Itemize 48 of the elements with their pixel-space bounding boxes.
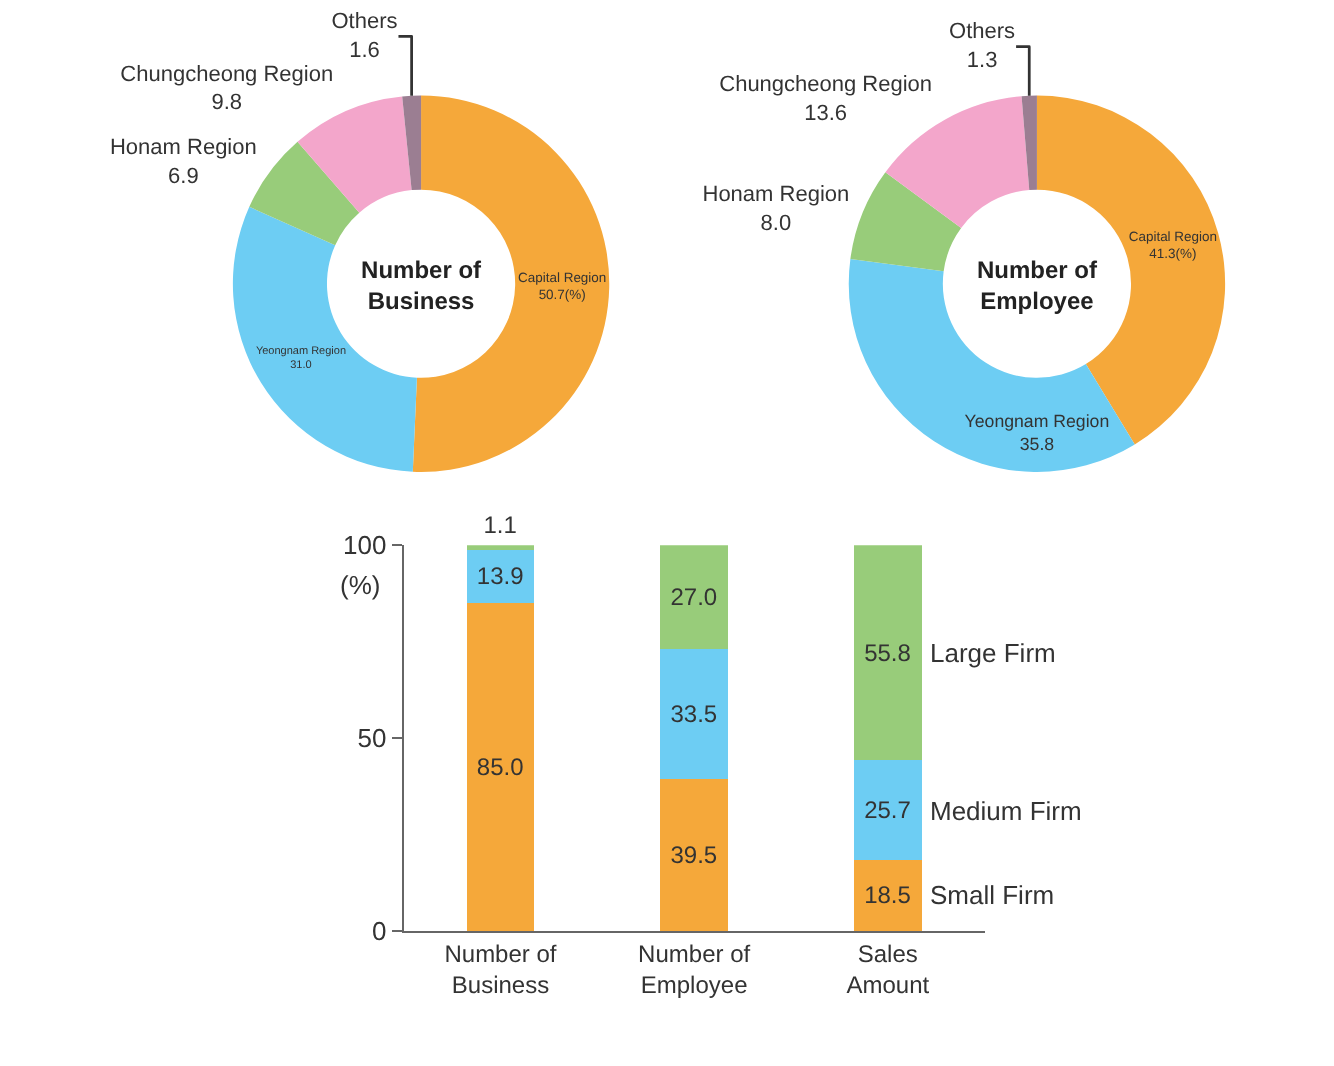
data-label: 9.8 xyxy=(211,91,243,116)
x-tick-label: Number of Employee xyxy=(638,939,752,999)
y-tick-label: 0 xyxy=(371,916,387,947)
data-label: 13.6 xyxy=(804,101,848,126)
slice-label: Honam Region xyxy=(109,136,257,161)
donut-slice xyxy=(850,172,962,272)
bar xyxy=(853,859,922,931)
y-axis-title: (%) xyxy=(340,570,381,600)
bar xyxy=(660,778,729,931)
data-label: 25.7 xyxy=(864,796,912,825)
x-tick-label: Number of Business xyxy=(444,939,558,999)
data-label: 1.6 xyxy=(349,38,380,63)
slice-label: Yeongnam Region xyxy=(964,411,1110,431)
data-label: 13.9 xyxy=(476,562,525,591)
bar xyxy=(660,649,729,779)
series-label: Medium Firm xyxy=(930,796,1082,826)
data-label: 33.5 xyxy=(670,700,718,729)
data-label: 85.0 xyxy=(476,753,525,782)
bar xyxy=(466,603,535,931)
y-tick-label: 50 xyxy=(357,723,387,754)
data-label: 1.3 xyxy=(966,49,998,74)
donut-slice xyxy=(402,95,422,191)
series-label: Small Firm xyxy=(930,880,1055,910)
bar xyxy=(660,545,729,650)
slice-label: Others xyxy=(949,20,1017,45)
slice-label: Chungcheong Region xyxy=(120,62,334,87)
data-label: 35.8 xyxy=(1019,433,1055,454)
bar xyxy=(853,760,922,860)
text: Number of Business xyxy=(361,256,484,316)
data-label: 27.0 xyxy=(670,583,718,612)
donut-slice xyxy=(1021,95,1037,190)
bar xyxy=(853,545,922,761)
data-label: 6.9 xyxy=(168,164,199,189)
data-label: 39.5 xyxy=(670,840,718,869)
series-label: Large Firm xyxy=(930,638,1056,668)
data-label: 18.5 xyxy=(864,881,912,910)
donut-slice xyxy=(848,258,1135,472)
donut-slice xyxy=(885,96,1030,228)
y-tick-label: 100 xyxy=(343,530,387,561)
data-label: 8.0 xyxy=(760,211,792,236)
slice-label: Honam Region xyxy=(702,183,850,208)
slice-label: Chungcheong Region xyxy=(719,73,933,98)
slice-label: Others xyxy=(331,9,399,34)
donut-slice xyxy=(297,96,412,213)
text: Number of Employee xyxy=(976,256,1099,316)
data-label: 1.1 xyxy=(483,511,518,540)
x-tick-label: Sales Amount xyxy=(846,939,931,999)
data-label: 55.8 xyxy=(864,638,912,667)
